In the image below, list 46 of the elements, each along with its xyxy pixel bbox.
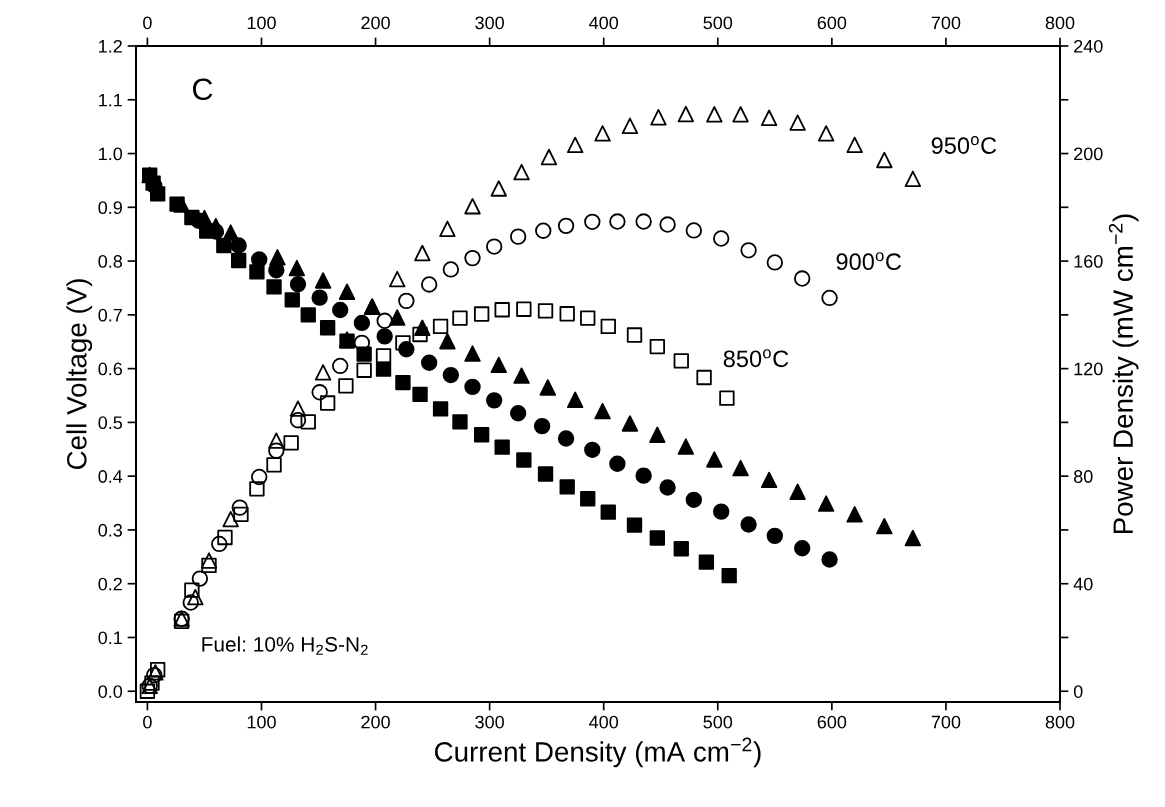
annotation: Fuel: 10% H$_{2}$S-N$_{2}$ xyxy=(202,636,368,655)
x-tick-label: 800 xyxy=(1045,715,1075,729)
y2-tick-label: 200 xyxy=(1074,147,1103,161)
annotation: C xyxy=(192,78,213,101)
x-axis-title: Current Density (mA cm$^{−2}$) xyxy=(434,737,761,768)
x-tick-label: 0 xyxy=(143,715,152,729)
x-tick-label: 300 xyxy=(475,715,504,729)
y-tick-label: 0.1 xyxy=(98,631,122,645)
x2-tick-label: 800 xyxy=(1045,16,1075,30)
x-tick-label: 700 xyxy=(931,715,961,729)
x2-tick-label: 0 xyxy=(143,16,152,30)
x2-tick-label: 600 xyxy=(817,16,847,30)
y-tick-label: 0.6 xyxy=(98,362,123,376)
annotation: 950$^{o}$C xyxy=(931,136,997,154)
x2-tick-label: 400 xyxy=(589,16,619,30)
y-tick-label: 1.0 xyxy=(99,147,123,161)
x2-tick-label: 500 xyxy=(703,16,733,30)
y-tick-label: 0.5 xyxy=(98,416,123,430)
y2-tick-label: 0 xyxy=(1073,685,1083,698)
y2-tick-label: 40 xyxy=(1073,577,1093,591)
y-tick-label: 0.8 xyxy=(98,255,123,268)
y2-tick-label: 240 xyxy=(1074,39,1103,53)
x-tick-label: 600 xyxy=(817,715,847,729)
annotation: 850$^{o}$C xyxy=(723,349,789,368)
x-tick-label: 400 xyxy=(589,715,619,729)
x2-tick-label: 700 xyxy=(931,16,961,30)
y-tick-label: 1.1 xyxy=(99,93,122,107)
y2-tick-label: 160 xyxy=(1074,255,1103,268)
y-tick-label: 0.4 xyxy=(98,470,123,483)
y2-tick-label: 80 xyxy=(1073,470,1093,483)
x2-tick-label: 300 xyxy=(475,16,504,30)
x-tick-label: 500 xyxy=(703,715,733,729)
y-tick-label: 0.7 xyxy=(98,308,122,322)
x-tick-label: 100 xyxy=(247,715,276,729)
annotation: 900$^{o}$C xyxy=(836,252,902,271)
y-tick-label: 0.3 xyxy=(98,523,123,537)
y2-tick-label: 120 xyxy=(1074,362,1103,376)
x-tick-label: 200 xyxy=(361,715,390,729)
x2-tick-label: 100 xyxy=(247,16,276,30)
y-tick-label: 1.2 xyxy=(99,39,122,53)
x2-tick-label: 200 xyxy=(361,16,390,30)
y-axis-title: Cell Voltage (V) xyxy=(66,279,93,470)
y-tick-label: 0.0 xyxy=(98,685,123,698)
y-tick-label: 0.9 xyxy=(98,201,122,215)
y2-axis-title: Power Density (mW cm$^{−2}$) xyxy=(1108,214,1139,534)
y-tick-label: 0.2 xyxy=(98,577,122,591)
